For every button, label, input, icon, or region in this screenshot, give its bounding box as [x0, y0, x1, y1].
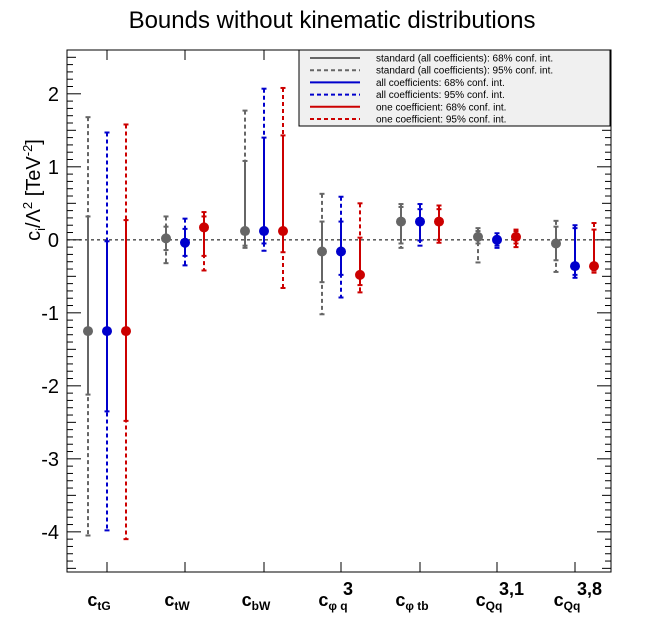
- legend-label: one coefficient: 95% conf. int.: [376, 115, 506, 126]
- central-value-marker: [511, 231, 521, 242]
- y-tick-label: -4: [41, 522, 59, 544]
- series-1: [102, 87, 580, 532]
- central-value-marker: [259, 226, 269, 237]
- y-tick-label: 1: [48, 157, 59, 179]
- y-tick-label: 2: [48, 84, 59, 106]
- legend-label: standard (all coefficients): 95% conf. i…: [376, 66, 553, 77]
- x-category-label: cφ tb: [395, 590, 428, 613]
- central-value-marker: [102, 326, 112, 337]
- central-value-marker: [240, 226, 250, 237]
- series-2: [121, 86, 599, 541]
- legend-label: all coefficients: 95% conf. int.: [376, 90, 505, 101]
- legend-label: standard (all coefficients): 68% conf. i…: [376, 54, 553, 65]
- central-value-marker: [570, 261, 580, 272]
- y-axis-title: ci/Λ2 [TeV-2]: [20, 139, 48, 241]
- central-value-marker: [121, 326, 131, 337]
- central-value-marker: [278, 226, 288, 237]
- x-category-label: cbW: [242, 590, 271, 613]
- category-label-text: cbW: [242, 590, 271, 613]
- category-label-superscript: 3: [343, 579, 353, 599]
- x-category-label: ctW: [164, 590, 190, 613]
- central-value-marker: [83, 326, 93, 337]
- chart-title: Bounds without kinematic distributions: [129, 7, 536, 34]
- category-label-text: cφ q: [318, 590, 347, 613]
- central-value-marker: [336, 246, 346, 257]
- central-value-marker: [415, 216, 425, 227]
- x-category-label: cφ q3: [318, 579, 353, 613]
- legend-box: [298, 49, 611, 127]
- category-label-text: cQq: [554, 590, 581, 613]
- y-tick-label: -1: [41, 303, 59, 325]
- legend-label: all coefficients: 68% conf. int.: [376, 78, 505, 89]
- central-value-marker: [492, 234, 502, 245]
- category-label-superscript: 3,1: [499, 579, 524, 599]
- central-value-marker: [317, 246, 327, 257]
- legend: standard (all coefficients): 68% conf. i…: [298, 49, 611, 127]
- central-value-marker: [473, 231, 483, 242]
- y-tick-label: -3: [41, 449, 59, 471]
- central-value-marker: [434, 216, 444, 227]
- central-value-marker: [161, 233, 171, 244]
- x-category-label: ctG: [87, 590, 110, 613]
- series-0: [83, 109, 561, 537]
- central-value-marker: [355, 269, 365, 280]
- central-value-marker: [589, 261, 599, 272]
- category-label-superscript: 3,8: [577, 579, 602, 599]
- y-tick-label: 0: [48, 230, 59, 252]
- legend-label: one coefficient: 68% conf. int.: [376, 102, 506, 113]
- central-value-marker: [396, 216, 406, 227]
- central-value-marker: [551, 238, 561, 249]
- category-label-text: ctG: [87, 590, 110, 613]
- y-tick-label: -2: [41, 376, 59, 398]
- central-value-marker: [180, 237, 190, 248]
- central-value-marker: [199, 222, 209, 233]
- category-label-text: ctW: [164, 590, 190, 613]
- category-label-text: cQq: [476, 590, 503, 613]
- category-label-text: cφ tb: [395, 590, 428, 613]
